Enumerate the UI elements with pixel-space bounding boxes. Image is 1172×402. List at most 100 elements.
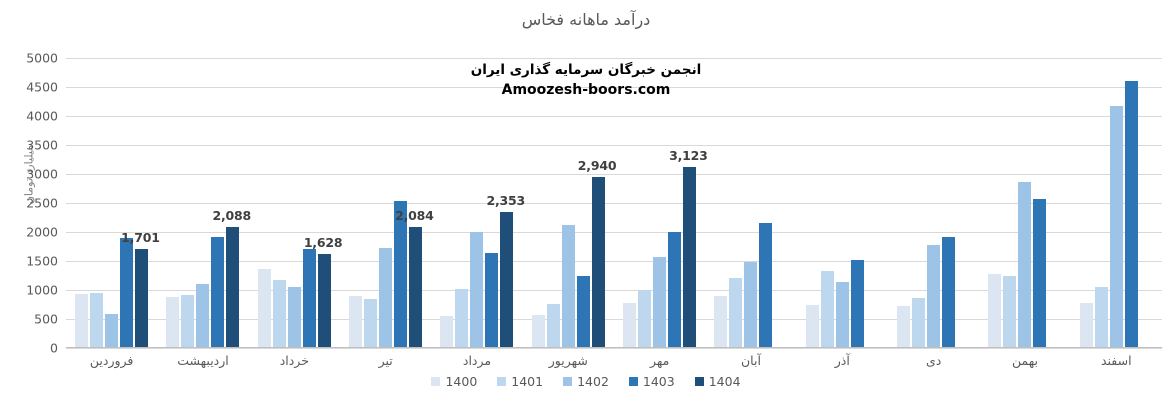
bar-slot (75, 58, 89, 348)
bar-1401[interactable] (729, 277, 743, 348)
bar-1401[interactable] (1094, 286, 1108, 348)
bar-1401[interactable] (546, 303, 560, 348)
bar-value-label: 2,940 (577, 158, 617, 174)
bar-slot (653, 58, 667, 348)
bar-1400[interactable] (166, 296, 180, 348)
bar-1401[interactable] (364, 298, 378, 348)
bar-1400[interactable] (1079, 303, 1093, 348)
bar-1402[interactable] (105, 314, 119, 348)
y-axis-tick-label: 4000 (26, 108, 58, 124)
bar-slot (349, 58, 363, 348)
bar-1400[interactable] (897, 305, 911, 348)
bar-group (888, 58, 979, 348)
legend-label: 1403 (642, 374, 675, 389)
bar-1401[interactable] (912, 297, 926, 348)
bar-1402[interactable] (835, 281, 849, 348)
bar-1402[interactable] (1109, 105, 1123, 348)
bar-1403[interactable] (759, 223, 773, 348)
y-axis-tick-label: 1000 (26, 282, 58, 298)
bar-1401[interactable] (638, 290, 652, 348)
bar-1404[interactable] (591, 177, 605, 348)
bar-1401[interactable] (181, 295, 195, 348)
bar-1402[interactable] (196, 283, 210, 348)
bar-1400[interactable] (257, 268, 271, 348)
bar-1403[interactable] (1033, 198, 1047, 348)
bar-1401[interactable] (455, 288, 469, 348)
y-axis-tick-label: 4500 (26, 79, 58, 95)
bar-slot (835, 58, 849, 348)
bar-1403[interactable] (1124, 80, 1138, 348)
bar-group (979, 58, 1070, 348)
bar-slot (1033, 58, 1047, 348)
bar-1404[interactable] (317, 253, 331, 348)
bar-1403[interactable] (668, 232, 682, 348)
bar-group (705, 58, 796, 348)
y-axis-tick-label: 3000 (26, 166, 58, 182)
bar-1404[interactable] (500, 211, 514, 348)
bar-1404[interactable] (409, 227, 423, 348)
bar-slot: 2,084 (395, 58, 434, 348)
bar-1403[interactable] (120, 238, 134, 348)
bar-1404[interactable] (226, 226, 240, 348)
x-axis-tick-label: بهمن (1011, 353, 1038, 368)
bar-1402[interactable] (379, 248, 393, 348)
bar-1403[interactable] (302, 248, 316, 348)
chart-legend[interactable]: 1400 1401 1402 1403 1404 (0, 374, 1172, 389)
legend-item-1404[interactable]: 1404 (694, 374, 741, 389)
bar-1400[interactable] (440, 315, 454, 348)
bar-1402[interactable] (561, 225, 575, 348)
legend-item-1401[interactable]: 1401 (497, 374, 543, 389)
bar-1403[interactable] (485, 252, 499, 348)
bar-1403[interactable] (576, 276, 590, 348)
bar-1404[interactable] (135, 249, 149, 348)
legend-swatch-icon (497, 377, 507, 386)
legend-label: 1400 (445, 374, 478, 389)
legend-label: 1401 (511, 374, 544, 389)
bar-1400[interactable] (623, 303, 637, 348)
x-axis-tick-label: خرداد (279, 353, 309, 368)
bar-1401[interactable] (820, 271, 834, 348)
bar-1400[interactable] (531, 314, 545, 348)
bar-slot (1124, 58, 1138, 348)
bar-1403[interactable] (850, 260, 864, 348)
bar-slot (988, 58, 1002, 348)
bar-1402[interactable] (653, 256, 667, 348)
y-axis-tick-label: 1500 (26, 253, 58, 269)
bar-slot (105, 58, 119, 348)
bar-slot (1018, 58, 1032, 348)
bar-1404[interactable] (683, 166, 697, 348)
bar-1401[interactable] (90, 292, 104, 348)
bar-1400[interactable] (75, 294, 89, 348)
bar-slot (546, 58, 560, 348)
bar-1403[interactable] (942, 236, 956, 348)
bar-1403[interactable] (394, 200, 408, 348)
bar-value-label: 3,123 (669, 147, 708, 163)
bar-1402[interactable] (470, 232, 484, 348)
bar-slot (927, 58, 941, 348)
legend-item-1402[interactable]: 1402 (563, 374, 609, 389)
bar-1402[interactable] (1018, 182, 1032, 348)
bar-1402[interactable] (287, 287, 301, 348)
x-axis-tick-label: مهر (649, 353, 670, 368)
x-axis-tick-label: شهریور (548, 353, 588, 368)
legend-item-1403[interactable]: 1403 (628, 374, 675, 389)
bar-1401[interactable] (272, 279, 286, 348)
x-axis-tick-label: آذر (834, 353, 850, 368)
bar-slot (440, 58, 454, 348)
bar-slot (729, 58, 743, 348)
bar-1403[interactable] (211, 237, 225, 348)
bar-1400[interactable] (805, 305, 819, 348)
gridline: 4000 (26, 109, 1162, 124)
bar-value-label: 1,628 (303, 234, 343, 250)
bar-1402[interactable] (744, 261, 758, 348)
bar-1400[interactable] (988, 274, 1002, 348)
y-axis-tick-label: 2500 (26, 195, 58, 211)
gridline: 0 (50, 341, 1162, 356)
legend-item-1400[interactable]: 1400 (431, 374, 477, 389)
bar-1400[interactable] (349, 295, 363, 348)
bar-1400[interactable] (714, 295, 728, 348)
bar-slot (379, 58, 393, 348)
bar-1401[interactable] (1003, 276, 1017, 348)
bar-1402[interactable] (927, 245, 941, 348)
bar-slot: 1,628 (304, 58, 343, 348)
